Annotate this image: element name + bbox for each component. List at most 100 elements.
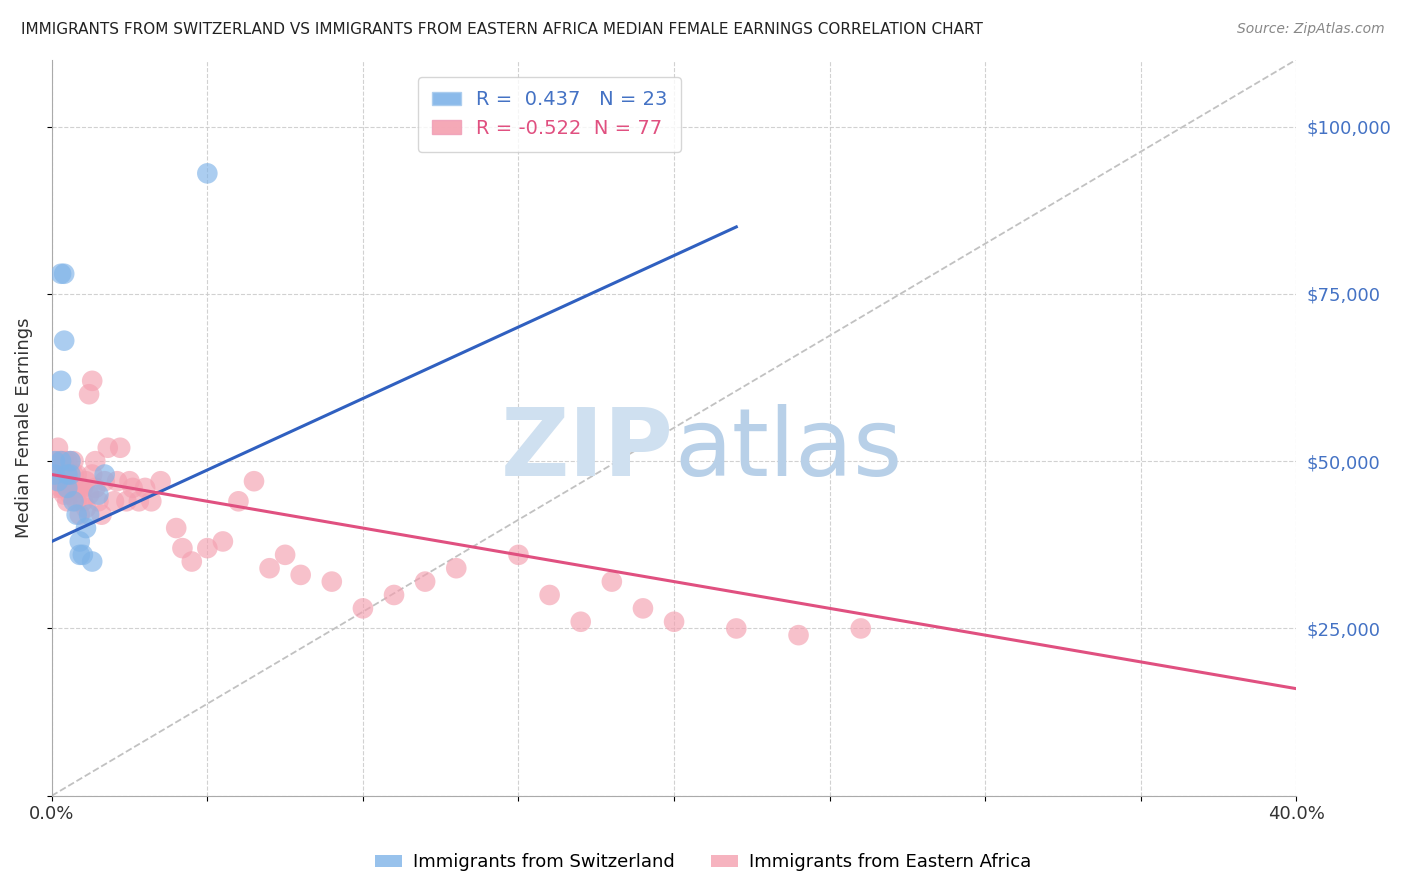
Text: Source: ZipAtlas.com: Source: ZipAtlas.com bbox=[1237, 22, 1385, 37]
Point bbox=[165, 521, 187, 535]
Point bbox=[56, 481, 79, 495]
Point bbox=[631, 601, 654, 615]
Point bbox=[53, 460, 76, 475]
Point bbox=[228, 494, 250, 508]
Point bbox=[87, 494, 110, 508]
Point bbox=[321, 574, 343, 589]
Point bbox=[46, 474, 69, 488]
Point bbox=[103, 494, 125, 508]
Point bbox=[56, 494, 79, 508]
Point bbox=[75, 500, 97, 515]
Text: ZIP: ZIP bbox=[501, 404, 673, 496]
Point bbox=[46, 441, 69, 455]
Point bbox=[446, 561, 468, 575]
Point bbox=[49, 454, 72, 468]
Point bbox=[49, 474, 72, 488]
Point bbox=[84, 454, 107, 468]
Point bbox=[53, 487, 76, 501]
Point bbox=[787, 628, 810, 642]
Point bbox=[53, 334, 76, 348]
Point bbox=[290, 568, 312, 582]
Point bbox=[382, 588, 405, 602]
Point bbox=[62, 467, 84, 482]
Point bbox=[352, 601, 374, 615]
Point bbox=[66, 494, 89, 508]
Point bbox=[72, 494, 94, 508]
Point bbox=[413, 574, 436, 589]
Point bbox=[274, 548, 297, 562]
Point bbox=[49, 374, 72, 388]
Point bbox=[62, 481, 84, 495]
Point bbox=[66, 508, 89, 522]
Point bbox=[59, 467, 82, 482]
Point bbox=[118, 474, 141, 488]
Point bbox=[69, 481, 91, 495]
Point bbox=[128, 494, 150, 508]
Point bbox=[90, 508, 112, 522]
Point bbox=[105, 474, 128, 488]
Point bbox=[77, 387, 100, 401]
Point bbox=[56, 454, 79, 468]
Legend: Immigrants from Switzerland, Immigrants from Eastern Africa: Immigrants from Switzerland, Immigrants … bbox=[368, 847, 1038, 879]
Point bbox=[849, 622, 872, 636]
Point bbox=[84, 481, 107, 495]
Point bbox=[56, 481, 79, 495]
Point bbox=[59, 454, 82, 468]
Point bbox=[49, 267, 72, 281]
Point bbox=[72, 548, 94, 562]
Point bbox=[46, 454, 69, 468]
Point bbox=[508, 548, 530, 562]
Point bbox=[195, 541, 218, 556]
Point bbox=[600, 574, 623, 589]
Point bbox=[53, 467, 76, 482]
Point bbox=[93, 467, 115, 482]
Point bbox=[69, 508, 91, 522]
Point bbox=[56, 467, 79, 482]
Point bbox=[538, 588, 561, 602]
Point bbox=[44, 454, 66, 468]
Point bbox=[66, 481, 89, 495]
Y-axis label: Median Female Earnings: Median Female Earnings bbox=[15, 318, 32, 538]
Point bbox=[53, 454, 76, 468]
Legend: R =  0.437   N = 23, R = -0.522  N = 77: R = 0.437 N = 23, R = -0.522 N = 77 bbox=[418, 77, 682, 152]
Text: atlas: atlas bbox=[673, 404, 903, 496]
Text: IMMIGRANTS FROM SWITZERLAND VS IMMIGRANTS FROM EASTERN AFRICA MEDIAN FEMALE EARN: IMMIGRANTS FROM SWITZERLAND VS IMMIGRANT… bbox=[21, 22, 983, 37]
Point bbox=[49, 481, 72, 495]
Point bbox=[59, 487, 82, 501]
Point bbox=[62, 494, 84, 508]
Point bbox=[121, 481, 143, 495]
Point bbox=[59, 474, 82, 488]
Point bbox=[53, 267, 76, 281]
Point bbox=[46, 467, 69, 482]
Point bbox=[134, 481, 156, 495]
Point bbox=[82, 467, 104, 482]
Point bbox=[77, 508, 100, 522]
Point bbox=[195, 166, 218, 180]
Point bbox=[49, 454, 72, 468]
Point bbox=[97, 441, 120, 455]
Point bbox=[108, 441, 131, 455]
Point bbox=[172, 541, 194, 556]
Point bbox=[72, 481, 94, 495]
Point bbox=[56, 467, 79, 482]
Point bbox=[259, 561, 281, 575]
Point bbox=[75, 521, 97, 535]
Point bbox=[59, 454, 82, 468]
Point bbox=[212, 534, 235, 549]
Point bbox=[75, 474, 97, 488]
Point bbox=[44, 467, 66, 482]
Point bbox=[62, 454, 84, 468]
Point bbox=[44, 481, 66, 495]
Point bbox=[149, 474, 172, 488]
Point bbox=[93, 474, 115, 488]
Point bbox=[49, 467, 72, 482]
Point bbox=[243, 474, 266, 488]
Point bbox=[725, 622, 748, 636]
Point bbox=[66, 467, 89, 482]
Point bbox=[69, 534, 91, 549]
Point bbox=[59, 467, 82, 482]
Point bbox=[141, 494, 163, 508]
Point bbox=[180, 555, 202, 569]
Point bbox=[82, 374, 104, 388]
Point bbox=[569, 615, 592, 629]
